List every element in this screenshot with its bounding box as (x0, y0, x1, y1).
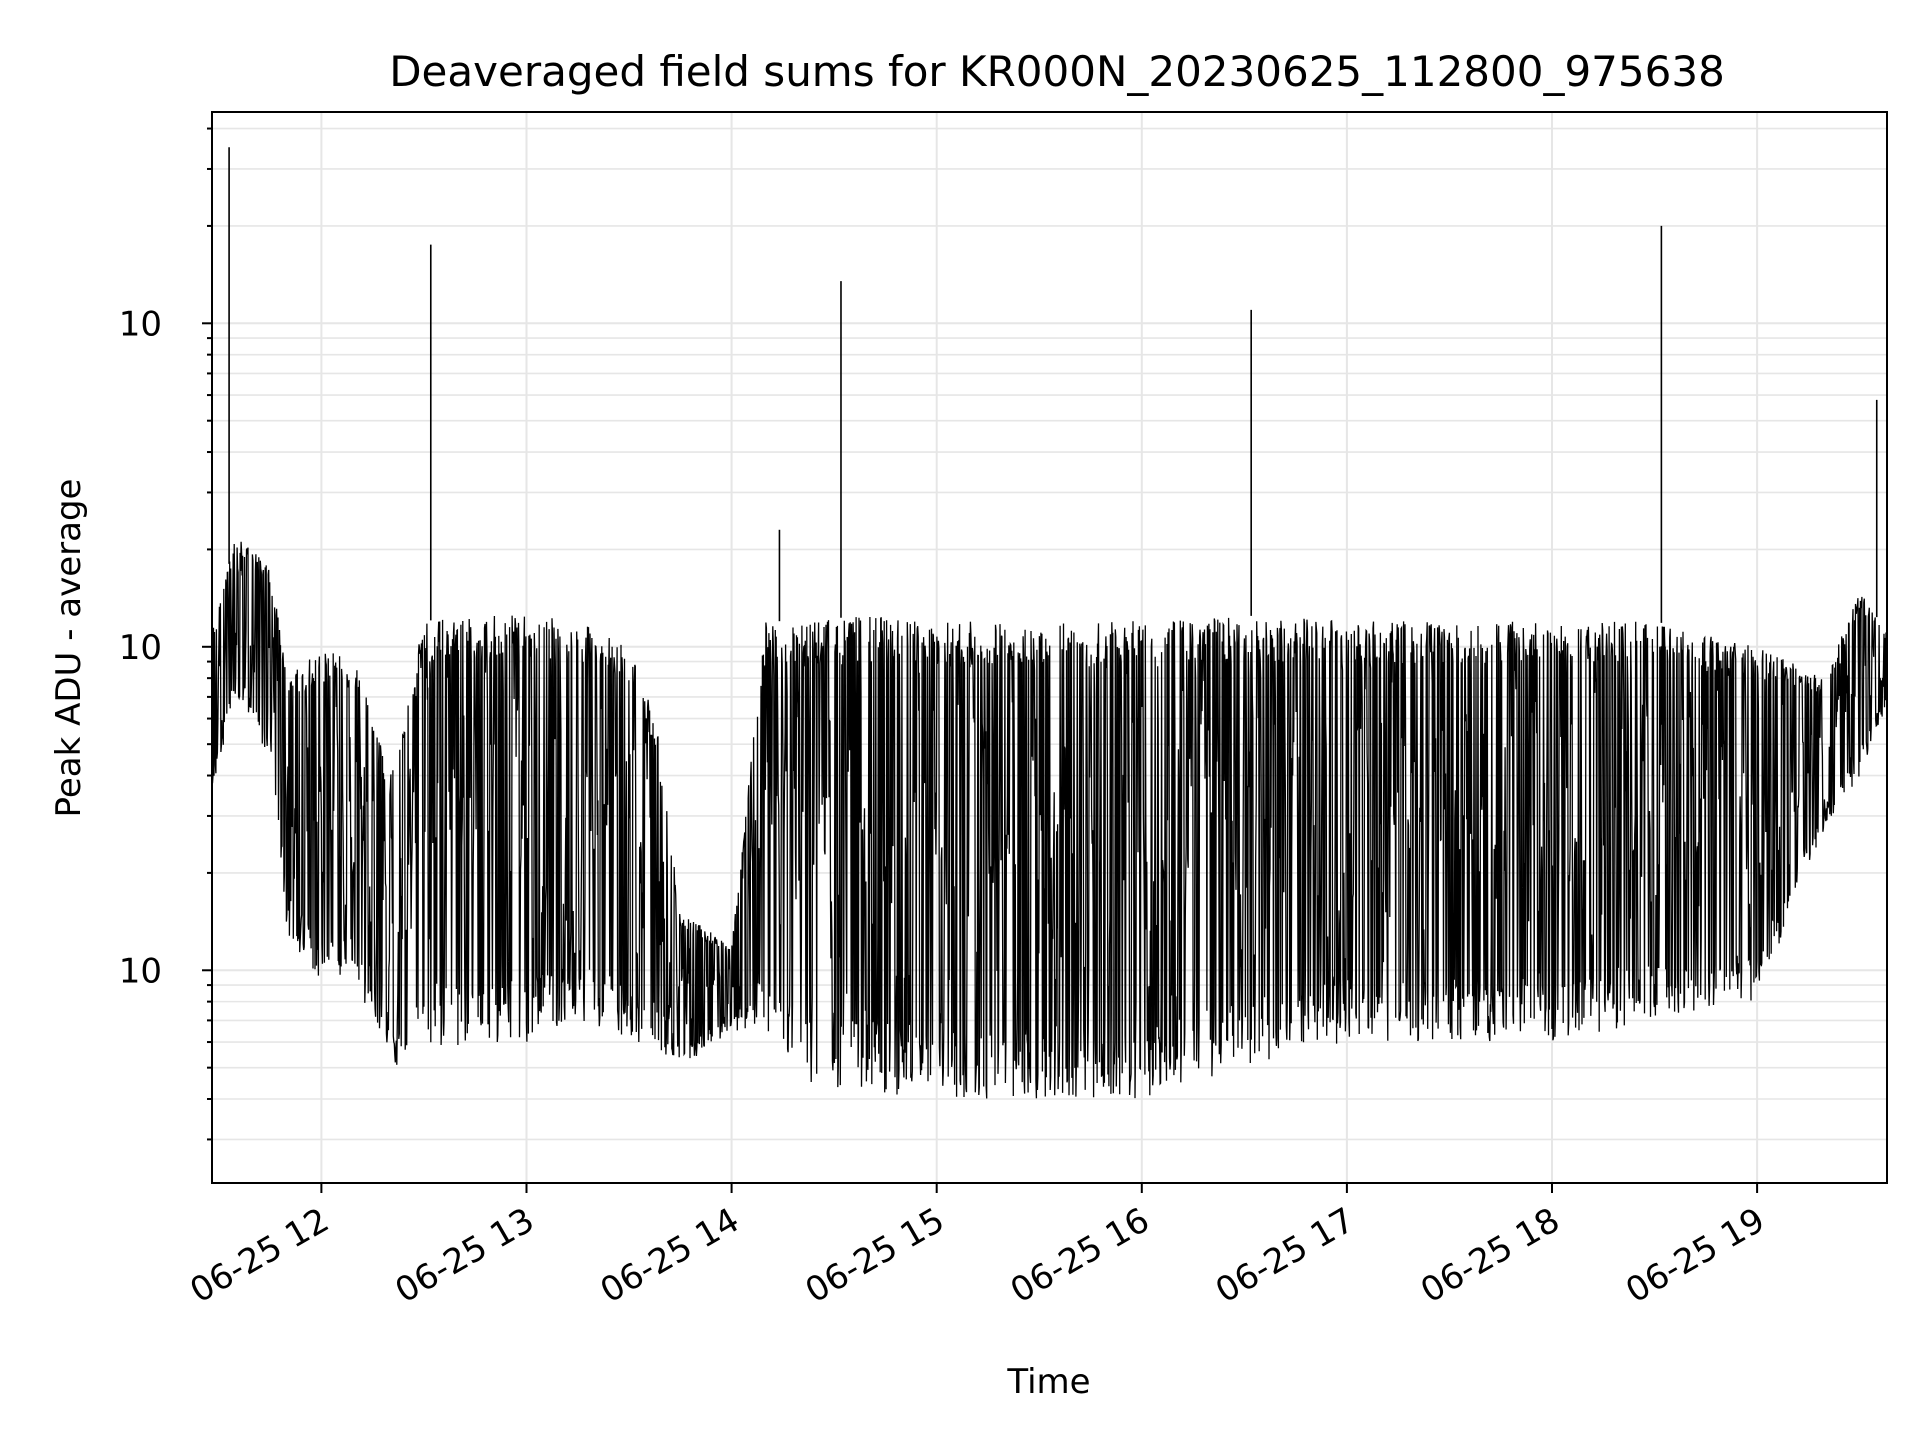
y-tick-label: 10 (119, 951, 162, 991)
chart-title: Deaveraged field sums for KR000N_2023062… (389, 47, 1725, 96)
y-tick-label: 10 (119, 628, 162, 668)
y-axis: 105106107 (119, 127, 212, 1141)
y-axis-label: Peak ADU - average (49, 479, 89, 818)
series-line (211, 541, 1888, 1099)
data-line-group (211, 147, 1888, 1099)
x-axis-label: Time (1006, 1362, 1090, 1402)
y-tick-label: 10 (119, 304, 162, 344)
